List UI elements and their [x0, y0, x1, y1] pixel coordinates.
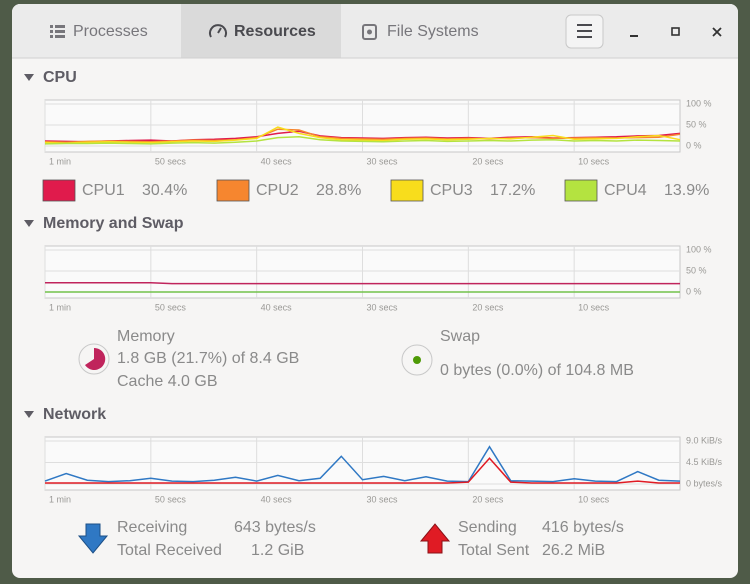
section-title: Memory and Swap	[43, 215, 184, 232]
swap-pie-dot	[413, 356, 421, 364]
x-tick-label: 30 secs	[367, 156, 399, 166]
series-line	[44, 136, 681, 145]
receiving-rate: 643 bytes/s	[234, 519, 316, 536]
x-tick-label: 30 secs	[367, 494, 399, 504]
y-tick-label: 50 %	[686, 265, 707, 275]
expander[interactable]	[24, 220, 34, 227]
total-sent: 26.2 MiB	[542, 542, 605, 559]
legend-name: CPU3	[430, 182, 473, 199]
memory-usage: 1.8 GB (21.7%) of 8.4 GB	[117, 350, 299, 367]
tab[interactable]: File Systems	[387, 23, 479, 40]
legend-value: 28.8%	[316, 182, 361, 199]
x-tick-label: 10 secs	[578, 156, 610, 166]
x-tick-label: 10 secs	[578, 494, 610, 504]
sending-rate: 416 bytes/s	[542, 519, 624, 536]
legend-swatch	[42, 179, 76, 202]
legend-value: 13.9%	[664, 182, 709, 199]
swap-usage: 0 bytes (0.0%) of 104.8 MB	[440, 362, 634, 379]
x-tick-label: 1 min	[49, 156, 71, 166]
x-tick-label: 40 secs	[261, 156, 293, 166]
y-tick-label: 9.0 KiB/s	[686, 435, 723, 445]
receiving-label: Receiving	[117, 519, 187, 536]
y-tick-label: 4.5 KiB/s	[686, 457, 723, 467]
resources-icon	[209, 24, 227, 38]
x-tick-label: 20 secs	[472, 156, 504, 166]
section-title: Network	[43, 406, 106, 423]
tab[interactable]: Resources	[234, 23, 316, 40]
receiving-arrow	[77, 523, 109, 554]
expander[interactable]	[24, 411, 34, 418]
legend-name: CPU1	[82, 182, 125, 199]
x-tick-label: 20 secs	[472, 494, 504, 504]
x-tick-label: 30 secs	[367, 302, 399, 312]
sending-label: Sending	[458, 519, 517, 536]
memory-label: Memory	[117, 328, 175, 345]
x-tick-label: 20 secs	[472, 302, 504, 312]
x-tick-label: 50 secs	[155, 302, 187, 312]
y-tick-label: 50 %	[686, 119, 707, 129]
legend-swatch	[216, 179, 250, 202]
legend-name: CPU2	[256, 182, 299, 199]
menu-icon	[577, 24, 592, 38]
series-line	[44, 126, 681, 144]
y-tick-label: 100 %	[686, 98, 712, 108]
y-tick-label: 0 %	[686, 286, 702, 296]
tab[interactable]: Processes	[73, 23, 148, 40]
filesystems-icon-dot	[367, 29, 372, 35]
legend-swatch	[390, 179, 424, 202]
legend-name: CPU4	[604, 182, 647, 199]
filesystems-icon	[362, 24, 377, 40]
memory-pie-wedge	[85, 347, 106, 370]
swap-label: Swap	[440, 328, 480, 345]
series-line	[45, 282, 680, 285]
expander[interactable]	[24, 74, 34, 81]
close-button[interactable]	[712, 27, 722, 37]
y-tick-label: 100 %	[686, 244, 712, 254]
series-line	[44, 445, 681, 483]
y-tick-label: 0 bytes/s	[686, 478, 723, 488]
series-line	[44, 128, 681, 143]
y-tick-label: 0 %	[686, 140, 702, 150]
total-received: 1.2 GiB	[251, 542, 304, 559]
legend-swatch	[564, 179, 598, 202]
sending-arrow	[419, 523, 451, 554]
x-tick-label: 10 secs	[578, 302, 610, 312]
legend-value: 30.4%	[142, 182, 187, 199]
maximize-button[interactable]	[671, 27, 680, 36]
x-tick-label: 1 min	[49, 494, 71, 504]
x-tick-label: 50 secs	[155, 494, 187, 504]
active-tab-background	[181, 4, 341, 58]
section-title: CPU	[43, 69, 77, 86]
x-tick-label: 50 secs	[155, 156, 187, 166]
x-tick-label: 40 secs	[261, 494, 293, 504]
memory-cache: Cache 4.0 GB	[117, 373, 218, 390]
processes-icon	[50, 25, 65, 38]
series-line	[45, 457, 680, 484]
legend-value: 17.2%	[490, 182, 535, 199]
total-received-label: Total Received	[117, 542, 222, 559]
total-sent-label: Total Sent	[458, 542, 530, 559]
x-tick-label: 40 secs	[261, 302, 293, 312]
x-tick-label: 1 min	[49, 302, 71, 312]
resources-icon-needle	[217, 27, 222, 34]
